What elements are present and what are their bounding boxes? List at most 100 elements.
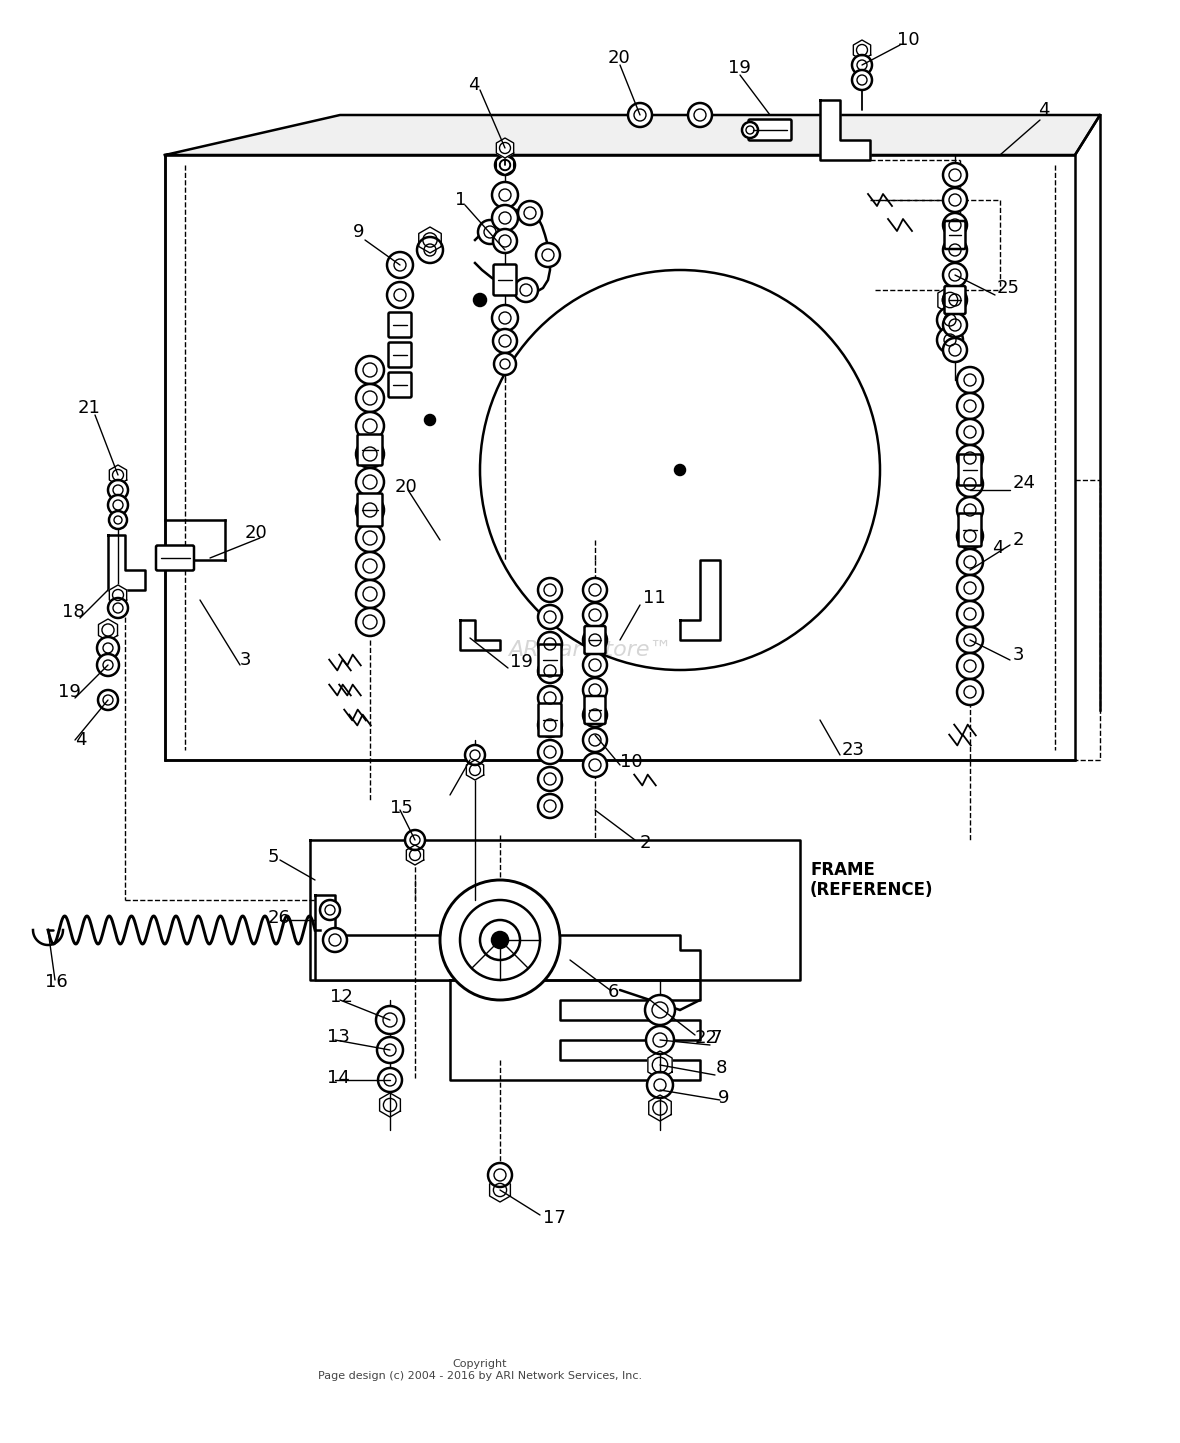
Polygon shape — [165, 115, 1100, 154]
Text: FRAME
(REFERENCE): FRAME (REFERENCE) — [809, 860, 933, 899]
Polygon shape — [406, 846, 424, 864]
Text: 3: 3 — [1012, 646, 1024, 664]
Circle shape — [538, 713, 562, 737]
Circle shape — [583, 729, 607, 752]
Circle shape — [492, 932, 509, 948]
Circle shape — [647, 1072, 673, 1098]
Circle shape — [492, 205, 518, 231]
FancyBboxPatch shape — [388, 313, 412, 338]
Polygon shape — [648, 1051, 673, 1079]
Circle shape — [417, 237, 442, 263]
FancyBboxPatch shape — [584, 626, 605, 654]
FancyBboxPatch shape — [493, 264, 517, 296]
Polygon shape — [466, 760, 484, 781]
Polygon shape — [490, 1177, 511, 1202]
Text: 7: 7 — [712, 1029, 722, 1048]
Text: 4: 4 — [992, 540, 1003, 557]
Polygon shape — [820, 100, 870, 160]
Circle shape — [957, 522, 983, 548]
Text: 26: 26 — [268, 909, 291, 926]
Circle shape — [98, 690, 118, 710]
Circle shape — [109, 481, 127, 501]
Text: 20: 20 — [608, 49, 631, 66]
Circle shape — [478, 219, 502, 244]
Text: 4: 4 — [1038, 101, 1049, 118]
FancyBboxPatch shape — [538, 645, 562, 675]
Circle shape — [957, 548, 983, 574]
Polygon shape — [110, 465, 126, 485]
Circle shape — [376, 1038, 404, 1063]
Text: 20: 20 — [245, 524, 268, 543]
Circle shape — [425, 416, 435, 426]
Text: 8: 8 — [716, 1059, 727, 1076]
FancyBboxPatch shape — [958, 455, 982, 485]
Text: 6: 6 — [608, 983, 620, 1001]
Polygon shape — [109, 535, 145, 590]
FancyBboxPatch shape — [358, 494, 382, 527]
Circle shape — [356, 440, 384, 468]
Text: 3: 3 — [240, 651, 251, 670]
Circle shape — [320, 900, 340, 921]
Circle shape — [583, 654, 607, 677]
Circle shape — [583, 579, 607, 602]
Text: 20: 20 — [395, 478, 418, 496]
Circle shape — [356, 413, 384, 440]
FancyBboxPatch shape — [156, 545, 194, 570]
Circle shape — [937, 328, 963, 354]
Polygon shape — [497, 154, 513, 175]
Polygon shape — [315, 895, 700, 980]
Circle shape — [538, 632, 562, 657]
Circle shape — [943, 188, 966, 212]
Circle shape — [356, 496, 384, 524]
Text: 13: 13 — [327, 1027, 350, 1046]
Circle shape — [852, 55, 872, 75]
Circle shape — [688, 102, 712, 127]
Polygon shape — [497, 139, 513, 157]
Circle shape — [493, 329, 517, 354]
Circle shape — [583, 753, 607, 776]
Circle shape — [356, 524, 384, 553]
Circle shape — [493, 229, 517, 253]
Circle shape — [583, 603, 607, 628]
Circle shape — [538, 659, 562, 683]
Circle shape — [440, 880, 560, 1000]
Circle shape — [628, 102, 653, 127]
Circle shape — [109, 511, 127, 530]
Circle shape — [109, 495, 127, 515]
Circle shape — [943, 214, 966, 237]
Text: Copyright
Page design (c) 2004 - 2016 by ARI Network Services, Inc.: Copyright Page design (c) 2004 - 2016 by… — [317, 1359, 642, 1381]
Polygon shape — [310, 840, 800, 980]
Polygon shape — [460, 620, 500, 649]
Circle shape — [356, 384, 384, 413]
Circle shape — [957, 392, 983, 418]
Polygon shape — [938, 286, 962, 315]
FancyBboxPatch shape — [944, 286, 965, 315]
Text: 22: 22 — [695, 1029, 717, 1048]
Circle shape — [957, 444, 983, 470]
Polygon shape — [165, 154, 1075, 760]
Text: 1: 1 — [455, 190, 466, 209]
Circle shape — [937, 307, 963, 333]
Circle shape — [583, 628, 607, 652]
Polygon shape — [380, 1092, 400, 1117]
Circle shape — [356, 580, 384, 608]
Text: ARIPartStore™: ARIPartStore™ — [509, 641, 671, 659]
Circle shape — [492, 182, 518, 208]
Circle shape — [356, 608, 384, 636]
Circle shape — [957, 496, 983, 522]
Polygon shape — [419, 227, 441, 253]
Circle shape — [943, 313, 966, 338]
Circle shape — [943, 163, 966, 188]
FancyBboxPatch shape — [584, 696, 605, 724]
Polygon shape — [853, 40, 871, 61]
Polygon shape — [450, 980, 700, 1079]
Circle shape — [518, 201, 542, 225]
Circle shape — [538, 794, 562, 818]
Circle shape — [474, 294, 486, 306]
Circle shape — [943, 289, 966, 312]
Circle shape — [356, 468, 384, 496]
Text: 2: 2 — [640, 834, 651, 851]
Circle shape — [356, 356, 384, 384]
Text: 4: 4 — [76, 732, 86, 749]
Circle shape — [943, 238, 966, 263]
